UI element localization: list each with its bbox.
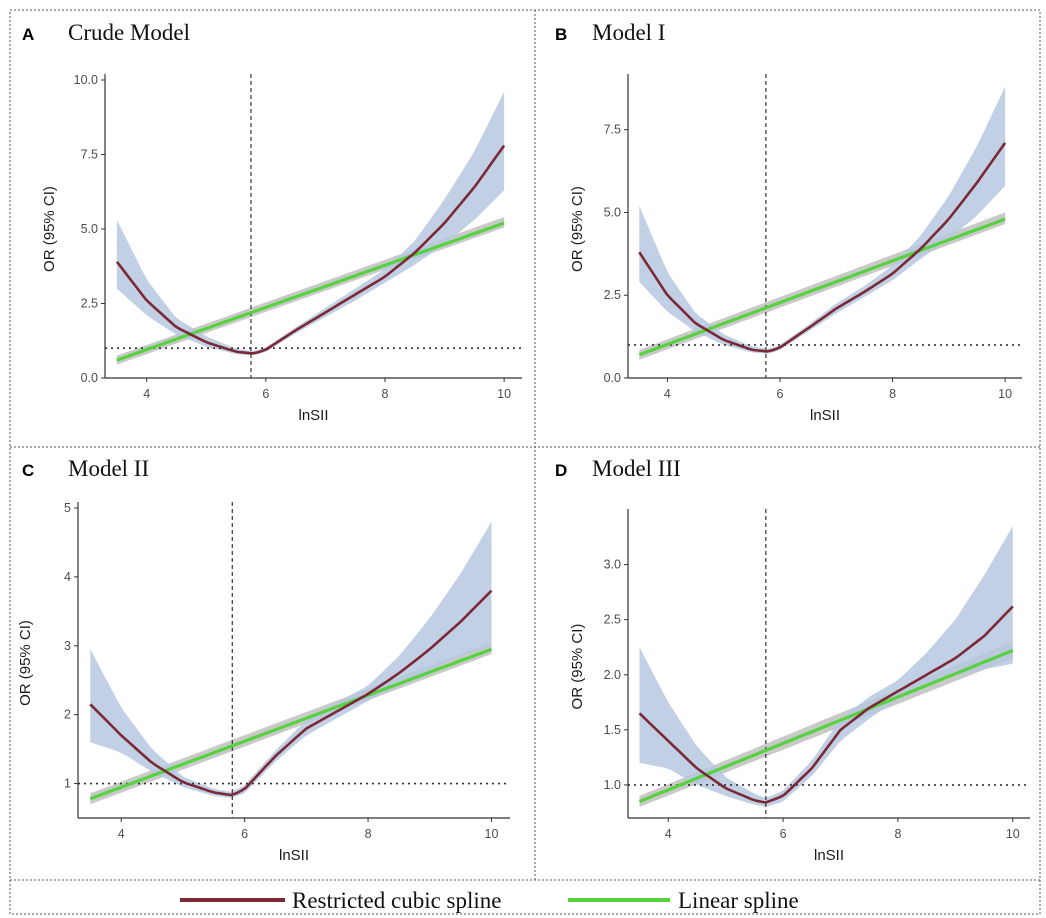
series-line-spline [638, 142, 1007, 353]
panel-letter: B [555, 25, 567, 44]
x-tick-label: 8 [889, 387, 896, 401]
legend: Restricted cubic spline Linear spline [180, 888, 799, 913]
panel-a: A Crude Model 0.0 2.5 5.0 7.5 10.0 4 6 8 10 lnSII OR… [22, 20, 522, 424]
y-tick-label: 3.0 [604, 558, 621, 572]
y-tick-label: 5.0 [81, 222, 98, 236]
x-tick-label: 6 [241, 827, 248, 841]
x-tick-label: 10 [497, 387, 511, 401]
series-line-linear [89, 647, 493, 801]
panel-b: B Model I 0.0 2.5 5.0 7.5 4 6 8 10 lnSII OR (95% CI… [555, 20, 1022, 424]
y-tick-label: 4 [64, 570, 71, 584]
y-tick-label: 7.5 [81, 148, 98, 162]
panel-letter: C [22, 461, 34, 480]
y-tick-label: 5 [64, 501, 71, 515]
ci-band-spline [639, 86, 1006, 354]
series-line-spline [89, 589, 493, 797]
y-tick-label: 2.5 [604, 288, 621, 302]
panel-letter: D [555, 461, 567, 480]
x-tick-label: 10 [485, 827, 499, 841]
panel-title: Model I [592, 20, 665, 45]
series-line-spline [638, 605, 1014, 804]
x-tick-label: 4 [143, 387, 150, 401]
x-axis-title: lnSII [279, 847, 309, 864]
y-tick-label: 0.0 [604, 371, 621, 385]
x-tick-label: 8 [365, 827, 372, 841]
panel-title: Crude Model [68, 20, 190, 45]
y-tick-label: 2.5 [604, 613, 621, 627]
y-tick-label: 2.0 [604, 668, 621, 682]
y-tick-label: 7.5 [604, 123, 621, 137]
x-tick-label: 4 [118, 827, 125, 841]
panel-title: Model III [592, 456, 681, 481]
y-axis-title: OR (95% CI) [41, 186, 58, 272]
y-tick-label: 5.0 [604, 205, 621, 219]
panel-d: D Model III 1.0 1.5 2.0 2.5 3.0 4 6 8 10 lnSII OR (9… [555, 456, 1030, 864]
x-tick-label: 10 [998, 387, 1012, 401]
y-tick-label: 3 [64, 639, 71, 653]
y-axis-title: OR (95% CI) [569, 186, 586, 272]
ci-band-spline [639, 526, 1013, 807]
x-tick-label: 4 [665, 827, 672, 841]
x-tick-label: 6 [780, 827, 787, 841]
y-tick-label: 1.5 [604, 723, 621, 737]
series-line-linear [638, 217, 1006, 357]
x-tick-label: 4 [664, 387, 671, 401]
x-tick-label: 8 [382, 387, 389, 401]
y-axis-title: OR (95% CI) [17, 620, 34, 706]
x-axis-title: lnSII [810, 407, 840, 424]
legend-label-spline: Restricted cubic spline [292, 888, 502, 913]
ci-band-spline [90, 521, 492, 798]
series-line-linear [116, 221, 505, 362]
outer-frame [9, 9, 1041, 915]
x-axis-title: lnSII [814, 847, 844, 864]
ci-band-spline [116, 91, 505, 356]
panel-c: C Model II 1 2 3 4 5 4 6 8 10 lnSII OR (95% CI) [17, 456, 510, 864]
y-tick-label: 2 [64, 708, 71, 722]
x-tick-label: 6 [776, 387, 783, 401]
y-tick-label: 1.0 [604, 778, 621, 792]
y-tick-label: 1 [64, 777, 71, 791]
y-axis-title: OR (95% CI) [569, 624, 586, 710]
x-tick-label: 6 [262, 387, 269, 401]
panel-frames [9, 9, 1041, 915]
y-tick-label: 2.5 [81, 297, 98, 311]
panel-title: Model II [68, 456, 149, 481]
series-line-spline [115, 144, 506, 355]
x-axis-title: lnSII [298, 407, 328, 424]
x-tick-label: 8 [894, 827, 901, 841]
x-tick-label: 10 [1006, 827, 1020, 841]
y-tick-label: 10.0 [74, 73, 98, 87]
y-tick-label: 0.0 [81, 371, 98, 385]
legend-label-linear: Linear spline [678, 888, 799, 913]
series-line-linear [638, 649, 1014, 803]
panel-letter: A [22, 25, 34, 44]
